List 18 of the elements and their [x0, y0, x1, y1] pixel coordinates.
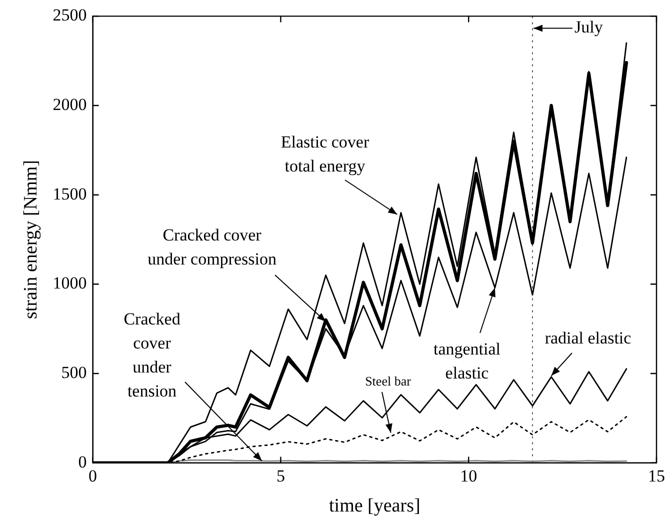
ref-line-label: July: [574, 18, 604, 37]
x-tick-label: 15: [648, 466, 665, 486]
y-axis-title: strain energy [Nmm]: [20, 160, 42, 319]
y-tick-label: 2500: [52, 6, 87, 25]
annotation: Cracked cover under compression: [148, 225, 277, 268]
x-tick-label: 5: [276, 466, 285, 486]
y-tick-label: 0: [78, 452, 87, 472]
x-axis-title: time [years]: [329, 496, 420, 517]
y-tick-label: 2000: [52, 94, 87, 114]
x-tick-label: 10: [460, 466, 478, 486]
annotation: Steel bar: [365, 373, 412, 388]
y-tick-label: 1000: [52, 274, 87, 293]
annotation: radial elastic: [544, 328, 632, 348]
y-tick-label: 500: [61, 362, 87, 382]
annotation: tangential elastic: [433, 339, 501, 382]
y-tick-label: 1500: [52, 184, 87, 204]
annotation: Elastic cover total energy: [280, 132, 370, 176]
annotation: Cracked cover under tension: [124, 309, 181, 400]
